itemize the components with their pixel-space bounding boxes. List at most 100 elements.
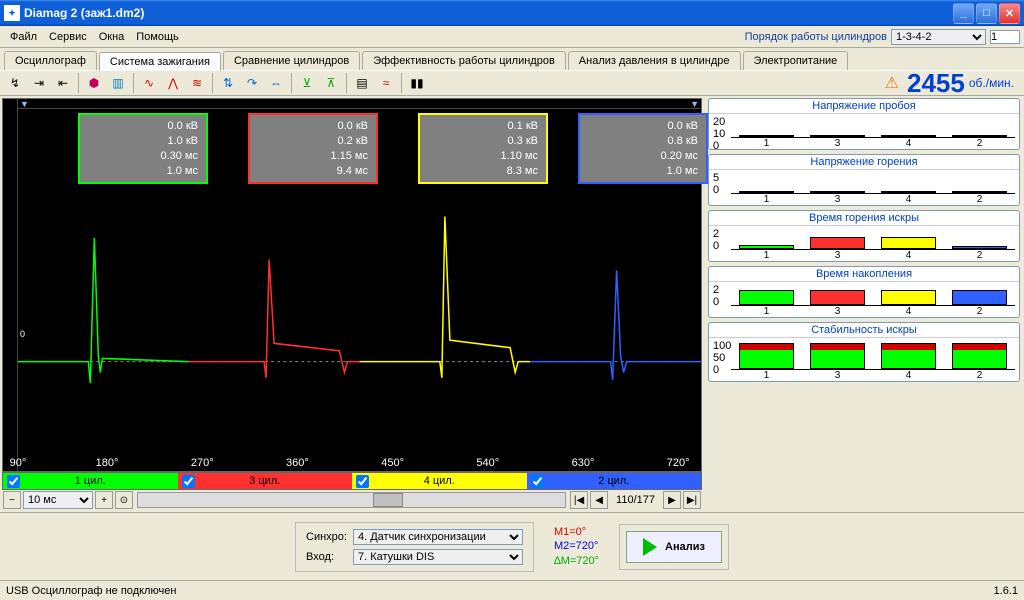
cylinder-legend-row: 1 цил. 3 цил. 4 цил. 2 цил. bbox=[2, 472, 702, 490]
infobox-cyl-4: 0.0 кВ0.8 кВ 0.20 мс1.0 мс bbox=[578, 113, 708, 184]
analyze-button[interactable]: Анализ bbox=[626, 531, 722, 563]
bar bbox=[952, 290, 1007, 305]
marker-1-icon[interactable]: ▼ bbox=[20, 99, 29, 109]
maximize-button[interactable]: □ bbox=[976, 3, 997, 24]
bar bbox=[739, 343, 794, 369]
tool-icon-15[interactable]: ≈ bbox=[375, 72, 397, 94]
bar bbox=[881, 343, 936, 369]
tab-pressure[interactable]: Анализ давления в цилиндре bbox=[568, 51, 741, 70]
tab-ignition[interactable]: Система зажигания bbox=[99, 52, 221, 71]
sync-select[interactable]: 4. Датчик синхронизации bbox=[353, 529, 523, 545]
cyl-1-label: 1 цил. bbox=[75, 475, 106, 487]
bar bbox=[881, 237, 936, 249]
title-bar: ✦ Diamag 2 (заж1.dm2) _ □ ✕ bbox=[0, 0, 1024, 26]
time-scrollbar[interactable] bbox=[137, 492, 566, 508]
tool-icon-11[interactable]: ⇔ bbox=[265, 72, 287, 94]
tool-icon-12[interactable]: ⊻ bbox=[296, 72, 318, 94]
status-version: 1.6.1 bbox=[994, 585, 1018, 597]
zoom-out-button[interactable]: − bbox=[3, 491, 21, 509]
infobox-cyl-2: 0.0 кВ0.2 кВ 1.15 мс9.4 мс bbox=[248, 113, 378, 184]
sync-input-group: Синхро: 4. Датчик синхронизации Вход: 7.… bbox=[295, 522, 534, 572]
y-axis-zero: 0 bbox=[20, 329, 25, 339]
minimize-button[interactable]: _ bbox=[953, 3, 974, 24]
menu-help[interactable]: Помощь bbox=[130, 29, 185, 45]
nav-next-button[interactable]: ▶ bbox=[663, 491, 681, 509]
bar bbox=[881, 290, 936, 305]
cyl-1-checkbox[interactable] bbox=[7, 475, 20, 488]
tool-icon-2[interactable]: ⇥ bbox=[28, 72, 50, 94]
nav-last-button[interactable]: ▶| bbox=[683, 491, 701, 509]
cyl-4-label: 2 цил. bbox=[598, 475, 629, 487]
bar bbox=[810, 290, 865, 305]
tab-oscillograph[interactable]: Осциллограф bbox=[4, 51, 97, 70]
panel-title: Время накопления bbox=[709, 267, 1019, 282]
panel-title: Напряжение горения bbox=[709, 155, 1019, 170]
play-icon bbox=[643, 538, 657, 556]
tool-icon-16[interactable]: ▮▮ bbox=[406, 72, 428, 94]
tool-icon-7[interactable]: ⋀ bbox=[162, 72, 184, 94]
status-bar: USB Осциллограф не подключен 1.6.1 bbox=[0, 580, 1024, 600]
zoom-in-button[interactable]: + bbox=[95, 491, 113, 509]
menu-bar: Файл Сервис Окна Помощь Порядок работы ц… bbox=[0, 26, 1024, 48]
tool-icon-3[interactable]: ⇤ bbox=[52, 72, 74, 94]
tool-icon-8[interactable]: ≋ bbox=[186, 72, 208, 94]
cyl-3-label: 4 цил. bbox=[424, 475, 455, 487]
cyl-4-checkbox[interactable] bbox=[531, 475, 544, 488]
tab-efficiency[interactable]: Эффективность работы цилиндров bbox=[362, 51, 566, 70]
tool-icon-4[interactable]: ⬢ bbox=[83, 72, 105, 94]
bar bbox=[739, 135, 794, 137]
oscilloscope-display[interactable]: ▼ ▼ 0.0 кВ1.0 кВ 0.30 мс1.0 мс 0.0 кВ0.2… bbox=[2, 98, 702, 472]
nav-prev-button[interactable]: ◀ bbox=[590, 491, 608, 509]
tab-power[interactable]: Электропитание bbox=[743, 51, 849, 70]
marker-2-icon[interactable]: ▼ bbox=[690, 99, 699, 109]
right-panels: Напряжение пробоя 201001342 Напряжение г… bbox=[704, 96, 1024, 512]
analyze-label: Анализ bbox=[665, 541, 705, 553]
menu-service[interactable]: Сервис bbox=[43, 29, 93, 45]
panel-title: Напряжение пробоя bbox=[709, 99, 1019, 114]
tab-compare[interactable]: Сравнение цилиндров bbox=[223, 51, 360, 70]
bar bbox=[881, 135, 936, 137]
panel-title: Время горения искры bbox=[709, 211, 1019, 226]
window-title: Diamag 2 (заж1.dm2) bbox=[24, 6, 953, 20]
cylinder-count-spin[interactable] bbox=[990, 30, 1020, 44]
sync-label: Синхро: bbox=[306, 531, 347, 543]
cyl-3-checkbox[interactable] bbox=[356, 475, 369, 488]
timebase-select[interactable]: 10 мс bbox=[23, 491, 93, 509]
firing-order-select[interactable]: 1-3-4-2 bbox=[891, 29, 986, 45]
tool-icon-1[interactable]: ↯ bbox=[4, 72, 26, 94]
bar bbox=[952, 135, 1007, 137]
tool-icon-13[interactable]: ⊼ bbox=[320, 72, 342, 94]
zoom-fit-button[interactable]: ⊙ bbox=[115, 491, 133, 509]
cyl-2-checkbox[interactable] bbox=[182, 475, 195, 488]
menu-windows[interactable]: Окна bbox=[93, 29, 131, 45]
tool-icon-6[interactable]: ∿ bbox=[138, 72, 160, 94]
toolbar: ↯ ⇥ ⇤ ⬢ ▥ ∿ ⋀ ≋ ⇅ ↷ ⇔ ⊻ ⊼ ▤ ≈ ▮▮ ⚠ 2455 … bbox=[0, 70, 1024, 96]
infobox-cyl-3: 0.1 кВ0.3 кВ 1.10 мс8.3 мс bbox=[418, 113, 548, 184]
marker-info: M1=0° M2=720° ∆M=720° bbox=[554, 525, 599, 568]
cyl-2-label: 3 цил. bbox=[249, 475, 280, 487]
tool-icon-14[interactable]: ▤ bbox=[351, 72, 373, 94]
rpm-unit: об./мин. bbox=[969, 76, 1014, 90]
bar bbox=[810, 135, 865, 137]
status-left: USB Осциллограф не подключен bbox=[6, 585, 176, 597]
panel-burn-time: Время горения искры 201342 bbox=[708, 210, 1020, 262]
bar bbox=[952, 343, 1007, 369]
tool-icon-9[interactable]: ⇅ bbox=[217, 72, 239, 94]
tool-icon-10[interactable]: ↷ bbox=[241, 72, 263, 94]
bar bbox=[881, 191, 936, 193]
frame-counter: 110/177 bbox=[610, 494, 661, 506]
nav-first-button[interactable]: |◀ bbox=[570, 491, 588, 509]
tab-bar: Осциллограф Система зажигания Сравнение … bbox=[0, 48, 1024, 70]
bar bbox=[739, 191, 794, 193]
bar bbox=[739, 290, 794, 305]
bar bbox=[810, 237, 865, 249]
input-select[interactable]: 7. Катушки DIS bbox=[353, 549, 523, 565]
tool-icon-5[interactable]: ▥ bbox=[107, 72, 129, 94]
close-button[interactable]: ✕ bbox=[999, 3, 1020, 24]
bar bbox=[952, 191, 1007, 193]
panel-title: Стабильность искры bbox=[709, 323, 1019, 338]
firing-order-label: Порядок работы цилиндров bbox=[745, 31, 887, 43]
menu-file[interactable]: Файл bbox=[4, 29, 43, 45]
bar bbox=[952, 246, 1007, 249]
bar bbox=[739, 245, 794, 249]
